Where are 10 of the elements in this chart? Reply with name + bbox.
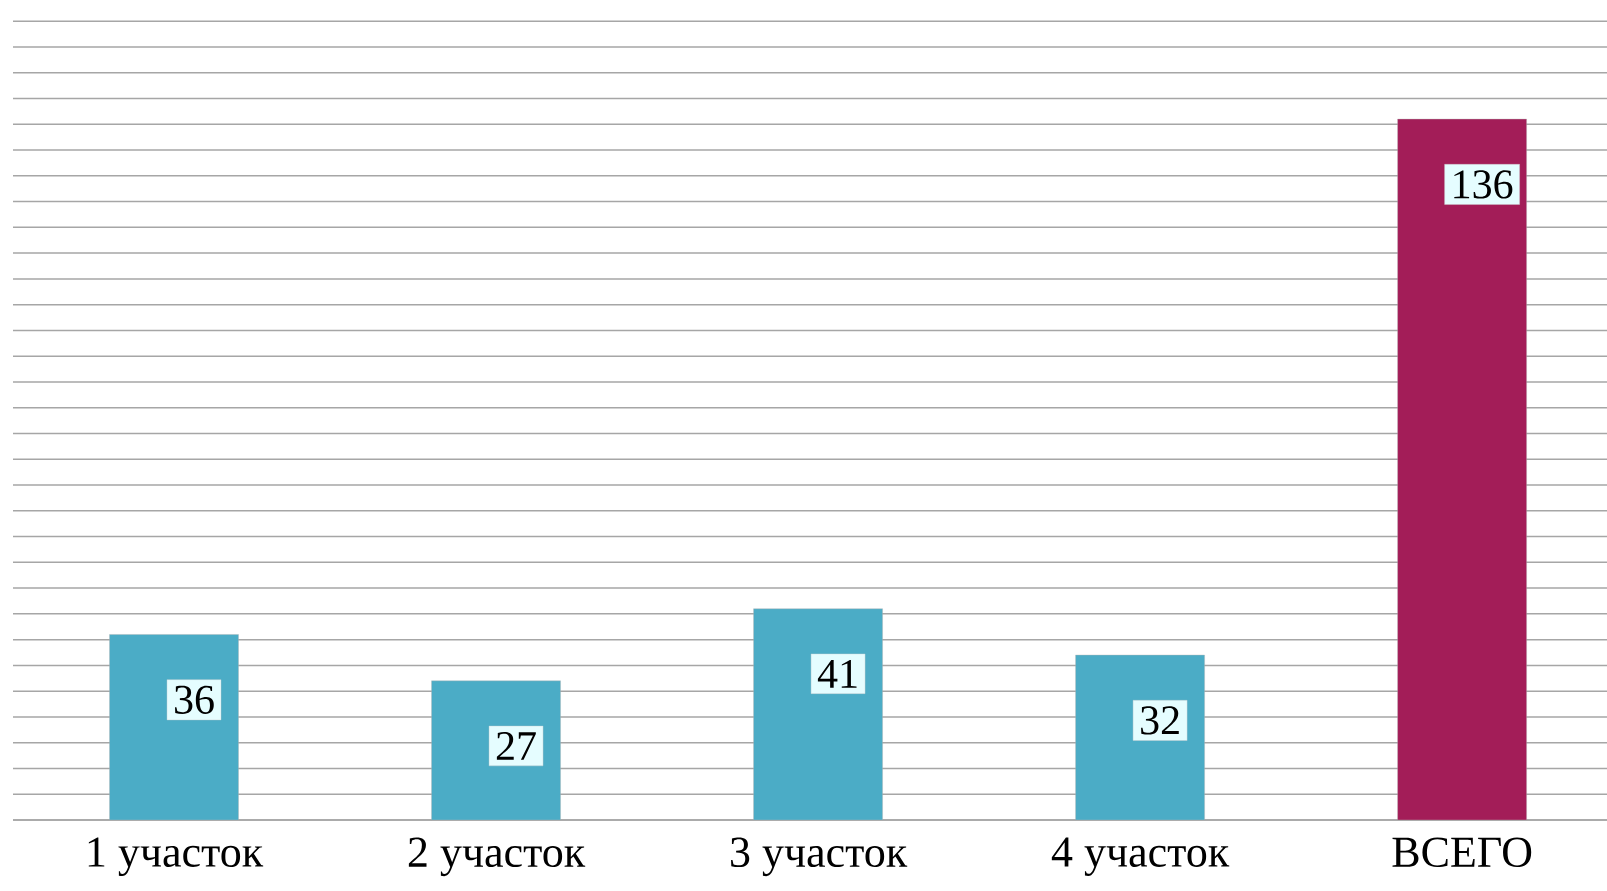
data-label: 36 xyxy=(175,685,214,714)
data-label: 27 xyxy=(496,732,536,760)
x-tick-label: 1 участок xyxy=(88,837,264,877)
x-tick-label: 2 участок xyxy=(408,837,586,877)
data-label: 41 xyxy=(817,659,857,688)
data-label: 32 xyxy=(1141,706,1179,735)
data-label: 136 xyxy=(1454,170,1513,199)
x-tick-label: ВСЕГО xyxy=(1392,837,1532,868)
x-tick-label: 4 участок xyxy=(1051,837,1230,876)
x-tick-label: 3 участок xyxy=(731,837,908,877)
